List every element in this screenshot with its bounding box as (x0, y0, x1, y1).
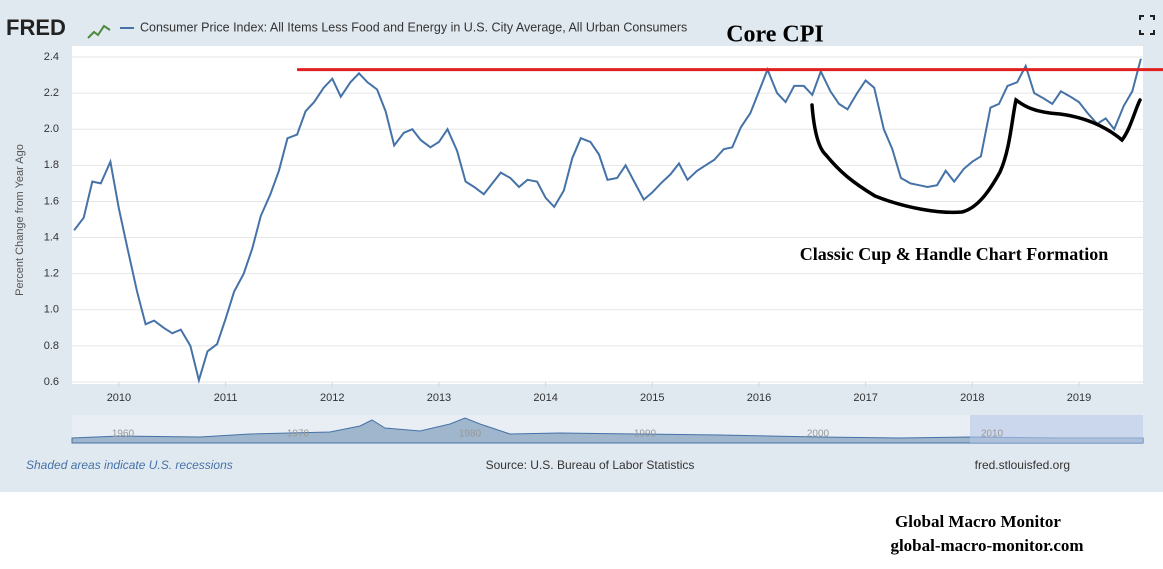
site: fred.stlouisfed.org (975, 458, 1070, 472)
y-tick-label: 0.6 (44, 376, 59, 388)
y-tick-label: 1.2 (44, 268, 59, 280)
navigator-label: 1970 (287, 429, 310, 440)
x-tick-label: 2013 (427, 392, 451, 404)
source: Source: U.S. Bureau of Labor Statistics (486, 458, 695, 472)
fred-logo: FRED (6, 15, 66, 40)
navigator-label: 1990 (634, 429, 657, 440)
plot-area (72, 46, 1143, 384)
fullscreen-icon[interactable] (1139, 15, 1155, 35)
x-tick-label: 2018 (960, 392, 984, 404)
y-tick-label: 1.4 (44, 231, 59, 243)
logo-icon (87, 24, 111, 39)
cup-handle-sketch (810, 97, 1142, 215)
y-tick-label: 0.8 (44, 340, 59, 352)
series-line (73, 58, 1142, 385)
chart-title: Core CPI (726, 22, 824, 48)
navigator-label: 2010 (981, 429, 1004, 440)
x-tick-label: 2011 (214, 392, 238, 404)
navigator-label: 1980 (459, 429, 482, 440)
navigator-selection[interactable] (970, 415, 1143, 443)
recession-note: Shaded areas indicate U.S. recessions (26, 458, 233, 472)
x-tick-label: 2016 (747, 392, 771, 404)
navigator-label: 1960 (112, 429, 135, 440)
y-tick-label: 1.8 (44, 159, 59, 171)
credit: Global Macro Monitor (895, 512, 1061, 531)
navigator-label: 2000 (807, 429, 830, 440)
y-tick-label: 1.0 (44, 304, 59, 316)
credit-url: global-macro-monitor.com (890, 536, 1083, 555)
y-tick-label: 2.2 (44, 87, 59, 99)
x-tick-label: 2015 (640, 392, 664, 404)
y-tick-label: 2.4 (44, 51, 59, 63)
annotation: Classic Cup & Handle Chart Formation (800, 244, 1109, 264)
x-tick-label: 2014 (533, 392, 557, 404)
x-tick-label: 2012 (320, 392, 344, 404)
y-axis-label: Percent Change from Year Ago (14, 144, 26, 296)
x-tick-label: 2010 (107, 392, 131, 404)
legend-label: Consumer Price Index: All Items Less Foo… (140, 20, 687, 34)
y-tick-label: 2.0 (44, 123, 59, 135)
y-tick-label: 1.6 (44, 195, 59, 207)
x-tick-label: 2017 (853, 392, 877, 404)
x-tick-label: 2019 (1067, 392, 1091, 404)
